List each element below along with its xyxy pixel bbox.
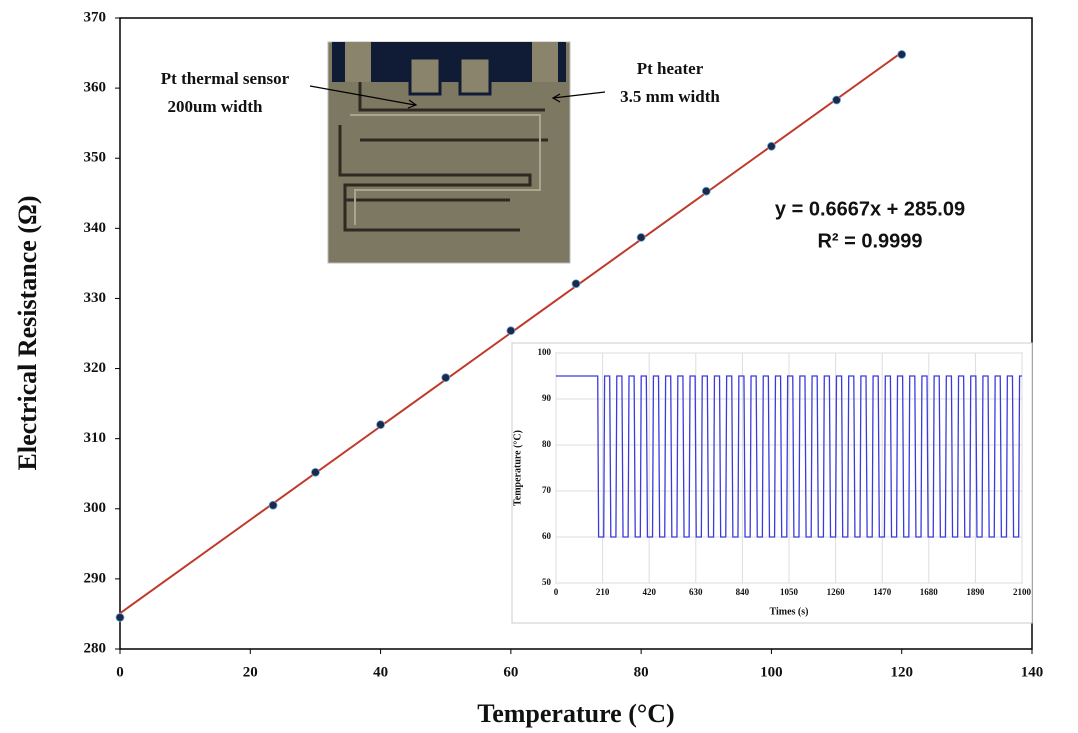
x-tick-label: 40	[373, 664, 388, 680]
y-tick-label: 370	[84, 9, 107, 25]
plot-frame	[119, 17, 1033, 650]
y-tick-label: 60	[542, 531, 552, 541]
point	[268, 500, 278, 510]
photo-pad	[532, 42, 558, 82]
x-tick-label: 0	[554, 587, 559, 597]
y-tick-label: 70	[542, 485, 552, 495]
x-tick-label: 100	[760, 664, 783, 680]
y-axis-title: Electrical Resistance (Ω)	[13, 196, 42, 471]
x-tick-label: 210	[596, 587, 610, 597]
x-tick-label: 120	[890, 664, 913, 680]
x-tick-label: 840	[736, 587, 750, 597]
x-axis-title: Temperature (°C)	[477, 699, 674, 728]
y-tick-label: 80	[542, 439, 552, 449]
x-tick-label: 80	[634, 664, 649, 680]
x-tick-label: 1680	[920, 587, 939, 597]
y-tick-label: 310	[84, 430, 107, 446]
y-tick-label: 320	[84, 360, 107, 376]
point	[115, 613, 125, 622]
point	[571, 279, 581, 289]
x-tick-label: 140	[1021, 664, 1044, 680]
x-tick-label: 1050	[780, 587, 799, 597]
device-photo	[327, 41, 571, 264]
point	[636, 233, 646, 242]
y-tick-label: 340	[84, 220, 107, 236]
image-label: Pt thermal sensor	[161, 69, 290, 88]
x-tick-label: 0	[116, 664, 124, 680]
image-label: 200um width	[168, 97, 263, 116]
x-tick-label: 420	[642, 587, 656, 597]
point	[767, 141, 776, 151]
point	[311, 467, 320, 477]
x-tick-label: 1470	[873, 587, 892, 597]
y-tick-label: 290	[84, 570, 107, 586]
point	[701, 186, 711, 196]
photo-pad	[458, 56, 492, 96]
inset-x-axis-title: Times (s)	[770, 606, 809, 617]
x-tick-label: 630	[689, 587, 703, 597]
photo-pad	[345, 42, 371, 82]
r-squared: R² = 0.9999	[817, 230, 922, 252]
arrow	[551, 91, 606, 103]
arrow	[309, 85, 418, 109]
y-tick-label: 100	[538, 347, 552, 357]
y-tick-label: 280	[84, 640, 107, 656]
x-tick-label: 60	[503, 664, 518, 680]
inset-frame	[511, 342, 1033, 624]
x-tick-label: 1890	[966, 587, 985, 597]
equation: y = 0.6667x + 285.09	[775, 198, 965, 220]
image-label: Pt heater	[637, 59, 704, 78]
point	[441, 373, 451, 383]
point	[897, 50, 907, 59]
y-tick-label: 300	[84, 500, 107, 516]
photo-trace	[338, 82, 548, 232]
photo-trace	[350, 114, 541, 225]
y-tick-label: 330	[84, 290, 107, 306]
x-tick-label: 1260	[827, 587, 846, 597]
inset-layer: 50 60 70 80 90 100 0 210 420 630 840 1050 1260 1470 16…	[538, 347, 1032, 597]
photo-pad	[408, 56, 442, 96]
inset-y-axis-title: Temperature (°C)	[512, 430, 523, 506]
point	[376, 420, 385, 430]
image-label: 3.5 mm width	[620, 87, 720, 106]
y-tick-label: 360	[84, 80, 107, 96]
data-line	[556, 375, 1022, 538]
point	[506, 326, 516, 336]
point	[832, 95, 841, 105]
x-tick-label: 20	[243, 664, 258, 680]
y-tick-label: 90	[542, 393, 552, 403]
y-tick-label: 50	[542, 577, 552, 587]
y-tick-label: 350	[84, 150, 107, 166]
x-tick-label: 2100	[1013, 587, 1032, 597]
main-layer: 280 290 300 310 320 330 340 350 360 370 0 20 40 60 80 1…	[84, 9, 1044, 680]
